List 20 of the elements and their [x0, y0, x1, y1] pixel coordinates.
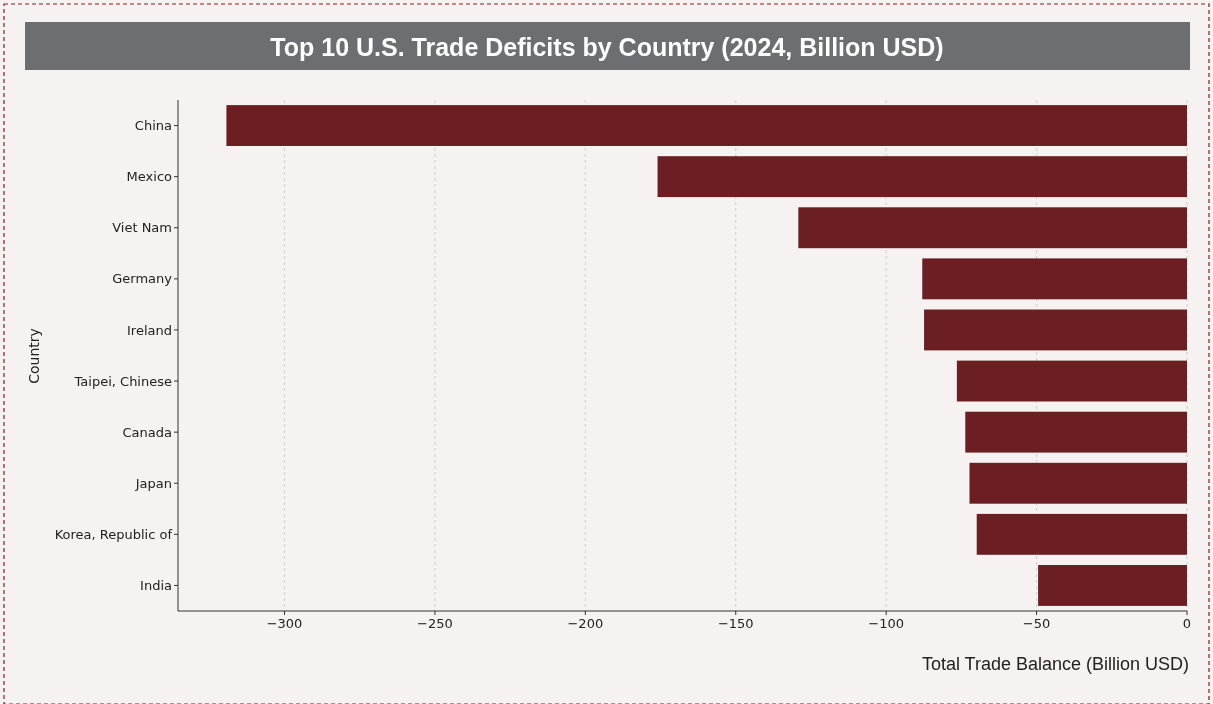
- y-tick-label: China: [134, 118, 172, 134]
- x-tick-label: −200: [567, 616, 604, 631]
- y-tick-label: Germany: [112, 271, 173, 287]
- x-tick-label: 0: [1182, 616, 1192, 631]
- y-axis-title: Country: [26, 328, 42, 384]
- y-tick-label: Canada: [122, 424, 172, 440]
- x-tick-label: −250: [417, 616, 453, 631]
- x-tick-label: −50: [1022, 616, 1051, 631]
- y-tick-label: Ireland: [127, 322, 172, 338]
- y-tick-label: Viet Nam: [112, 220, 172, 236]
- x-tick-label: −100: [868, 616, 905, 631]
- y-tick-label: India: [140, 578, 172, 593]
- y-tick-label: Mexico: [126, 169, 173, 185]
- chart-title: Top 10 U.S. Trade Deficits by Country (2024, Billion USD): [270, 33, 944, 61]
- x-tick-label: −300: [266, 616, 303, 631]
- x-tick-label: −150: [717, 616, 754, 631]
- y-tick-label: Taipei, Chinese: [73, 373, 172, 389]
- y-tick-label: Korea, Republic of: [54, 526, 173, 542]
- x-axis-title: Total Trade Balance (Billion USD): [921, 654, 1189, 674]
- y-tick-label: Japan: [134, 475, 172, 491]
